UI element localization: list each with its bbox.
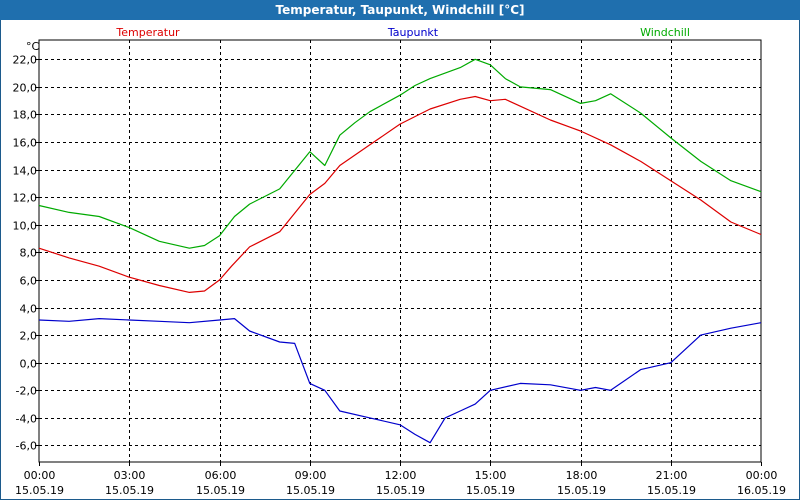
y-tick-label: 18,0 [13, 109, 38, 122]
y-tick-label: 12,0 [13, 192, 38, 205]
y-tick-label: 14,0 [13, 165, 38, 178]
x-tick-label-date: 15.05.19 [15, 484, 64, 497]
x-tick-label-date: 15.05.19 [647, 484, 696, 497]
x-tick-label-date: 15.05.19 [286, 484, 335, 497]
x-tick-label-time: 21:00 [656, 469, 688, 482]
x-tick-label-time: 12:00 [385, 469, 417, 482]
y-tick-label: 16,0 [13, 137, 38, 150]
y-tick-label: 22,0 [13, 54, 38, 67]
y-tick-label: 8,0 [20, 247, 38, 260]
legend-taupunkt: Taupunkt [387, 26, 439, 39]
x-tick-label-time: 18:00 [566, 469, 598, 482]
y-tick-label: -6,0 [16, 440, 37, 453]
x-tick-label-date: 15.05.19 [466, 484, 515, 497]
x-tick-label-date: 15.05.19 [196, 484, 245, 497]
y-tick-label: 4,0 [20, 303, 38, 316]
y-tick-label: 6,0 [20, 275, 38, 288]
x-tick-label-time: 00:00 [24, 469, 56, 482]
y-tick-label: 20,0 [13, 82, 38, 95]
series-line-temperatur [38, 95, 762, 293]
y-tick-label: 0,0 [20, 358, 38, 371]
y-tick-label: 2,0 [20, 330, 38, 343]
series-line-windchill [38, 58, 762, 249]
x-tick-label-time: 15:00 [475, 469, 507, 482]
legend-temperatur: Temperatur [115, 26, 180, 39]
x-tick-label-time: 06:00 [205, 469, 237, 482]
y-tick-label: -4,0 [16, 413, 37, 426]
legend-windchill: Windchill [640, 26, 690, 39]
y-tick-label: 10,0 [13, 220, 38, 233]
x-tick-label-time: 00:00 [746, 469, 778, 482]
x-tick-label-date: 15.05.19 [376, 484, 425, 497]
y-axis-unit: °C [26, 40, 40, 53]
x-tick-label-date: 15.05.19 [557, 484, 606, 497]
y-tick-label: -2,0 [16, 385, 37, 398]
x-tick-label-time: 09:00 [295, 469, 327, 482]
window-title: Temperatur, Taupunkt, Windchill [°C] [0, 0, 800, 20]
series-line-taupunkt [38, 318, 762, 444]
x-tick-label-date: 16.05.19 [737, 484, 786, 497]
x-tick-label-time: 03:00 [114, 469, 146, 482]
x-tick-label-date: 15.05.19 [105, 484, 154, 497]
